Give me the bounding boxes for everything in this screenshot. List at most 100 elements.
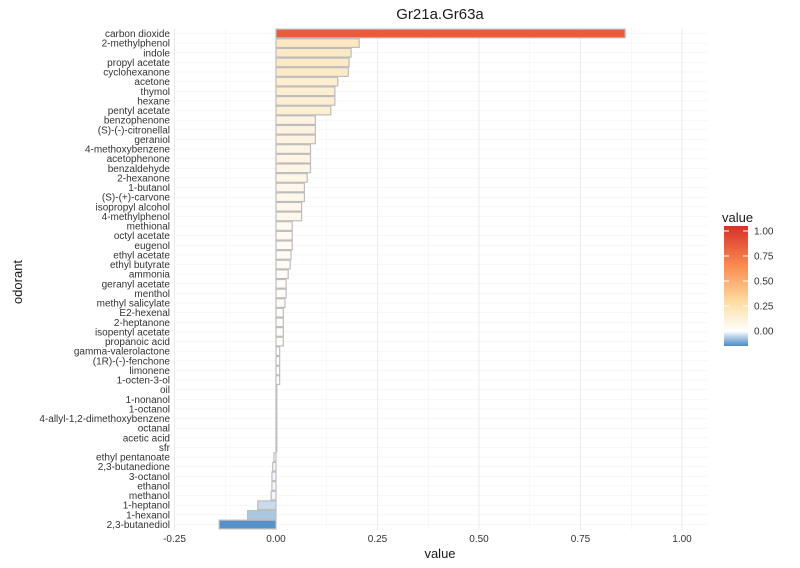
bar <box>275 278 287 289</box>
bar <box>275 182 306 193</box>
y-tick-label: propanoic acid <box>105 337 170 348</box>
x-tick-label: 0.50 <box>469 534 489 545</box>
bar <box>246 509 277 520</box>
y-tick-label: octyl acetate <box>114 231 171 242</box>
y-tick-label: sfr <box>159 443 171 454</box>
bar <box>275 327 284 337</box>
y-tick-label: (S)-(-)-citronellal <box>98 125 170 136</box>
y-tick-label: 2,3-butanediol <box>107 520 170 531</box>
y-tick-label: oil <box>160 385 170 396</box>
bar <box>270 490 277 501</box>
bar <box>275 355 281 366</box>
y-tick-label: ammonia <box>129 270 171 281</box>
bar <box>271 471 277 482</box>
y-tick-label: acetophenone <box>107 154 171 165</box>
x-tick-label: -0.25 <box>163 534 186 545</box>
x-tick-label: 0.25 <box>368 534 388 545</box>
bar <box>275 230 293 241</box>
y-tick-label: 3-octanol <box>129 472 170 483</box>
y-tick-label: 2,3-butanedione <box>98 462 171 473</box>
y-tick-label: isopentyl acetate <box>95 327 170 338</box>
x-tick-label: 1.00 <box>672 534 692 545</box>
y-tick-label: 1-octanol <box>129 404 170 415</box>
y-tick-label: carbon dioxide <box>105 29 170 40</box>
y-tick-label: 2-hexanone <box>117 173 170 184</box>
x-axis-title: value <box>424 546 455 561</box>
grid-lines <box>174 28 708 530</box>
bar <box>275 172 308 183</box>
bar <box>257 500 277 511</box>
bar <box>275 375 281 386</box>
bar <box>275 442 278 453</box>
bar <box>275 115 316 126</box>
y-tick-label: (1R)-(-)-fenchone <box>93 356 171 367</box>
bar <box>275 163 312 174</box>
bar <box>275 346 281 357</box>
y-tick-label: methyl salicylate <box>97 299 171 310</box>
y-tick-label: 1-butanol <box>128 183 170 194</box>
bar <box>271 481 277 491</box>
bar <box>275 384 278 395</box>
y-tick-label: propyl acetate <box>107 58 170 69</box>
bars <box>218 28 626 530</box>
bar <box>275 240 293 251</box>
y-tick-label: cyclohexanone <box>103 68 170 79</box>
y-tick-label: ethyl butyrate <box>110 260 170 271</box>
bar <box>275 288 287 299</box>
legend-title: value <box>722 210 753 225</box>
y-tick-label: acetone <box>134 77 170 88</box>
y-tick-label: isopropyl alcohol <box>96 202 171 213</box>
y-tick-label: methional <box>127 222 170 233</box>
y-tick-label: pentyl acetate <box>108 106 171 117</box>
y-tick-label: 4-methylphenol <box>102 212 170 223</box>
y-tick-label: octanal <box>138 424 170 435</box>
y-tick-label: acetic acid <box>123 433 170 444</box>
bar <box>275 57 350 68</box>
legend-label: 0.50 <box>754 277 774 288</box>
y-tick-label: 1-nonanol <box>126 395 170 406</box>
bar <box>275 211 303 222</box>
bar <box>275 249 292 260</box>
bar <box>272 461 277 472</box>
y-tick-label: 2-heptanone <box>114 318 171 329</box>
y-tick-label: 4-allyl-1,2-dimethoxybenzene <box>39 414 170 425</box>
y-tick-label: ethanol <box>137 481 170 492</box>
y-tick-label: benzaldehyde <box>108 164 171 175</box>
bar <box>275 269 289 280</box>
bar <box>275 134 316 145</box>
y-tick-label: benzophenone <box>104 116 171 127</box>
bar <box>275 394 278 405</box>
legend-label: 0.75 <box>754 252 774 263</box>
bar <box>275 201 303 212</box>
y-tick-label: thymol <box>141 87 170 98</box>
bar <box>275 86 336 97</box>
bar <box>275 317 284 328</box>
y-tick-label: ethyl pentanoate <box>96 453 170 464</box>
bar <box>275 153 312 164</box>
y-tick-label: eugenol <box>134 241 170 252</box>
y-tick-label: 4-methoxybenzene <box>85 145 170 156</box>
y-tick-label: menthol <box>134 289 170 300</box>
bar <box>275 404 278 414</box>
y-tick-label: geranyl acetate <box>102 279 171 290</box>
y-tick-label: geraniol <box>134 135 170 146</box>
legend-label: 1.00 <box>754 227 774 238</box>
bar <box>275 413 278 424</box>
bar <box>275 47 352 58</box>
bar <box>275 307 284 318</box>
y-tick-label: limonene <box>129 366 170 377</box>
bar <box>275 423 278 434</box>
y-tick-label: indole <box>143 48 170 59</box>
y-tick-label: (S)-(+)-carvone <box>102 193 171 204</box>
bar <box>275 432 278 443</box>
bar <box>275 105 332 116</box>
y-tick-label: 2-methylphenol <box>102 39 170 50</box>
y-tick-label: hexane <box>137 96 170 107</box>
chart-title: Gr21a.Gr63a <box>396 6 484 23</box>
x-tick-label: 0.00 <box>266 534 286 545</box>
legend-colorbar <box>724 226 748 346</box>
y-tick-label: ethyl acetate <box>113 250 170 261</box>
x-tick-labels: -0.25 0.00 0.25 0.50 0.75 1.00 <box>163 534 692 545</box>
bar <box>275 38 360 49</box>
